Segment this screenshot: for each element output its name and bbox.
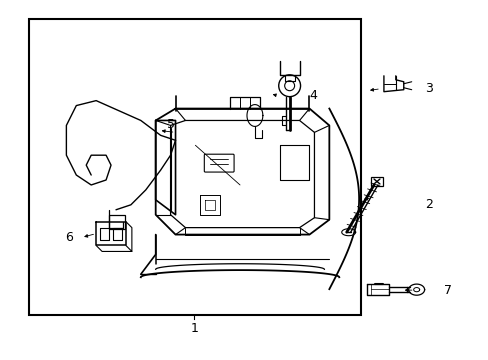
Text: 2: 2 — [424, 198, 431, 211]
Text: 4: 4 — [309, 89, 317, 102]
Text: 3: 3 — [424, 82, 431, 95]
Text: 1: 1 — [190, 322, 198, 336]
Bar — [109, 215, 124, 229]
Bar — [370, 177, 382, 186]
Text: 5: 5 — [166, 118, 174, 131]
Text: 6: 6 — [65, 231, 73, 244]
Bar — [29, 19, 360, 315]
Text: 7: 7 — [444, 284, 451, 297]
